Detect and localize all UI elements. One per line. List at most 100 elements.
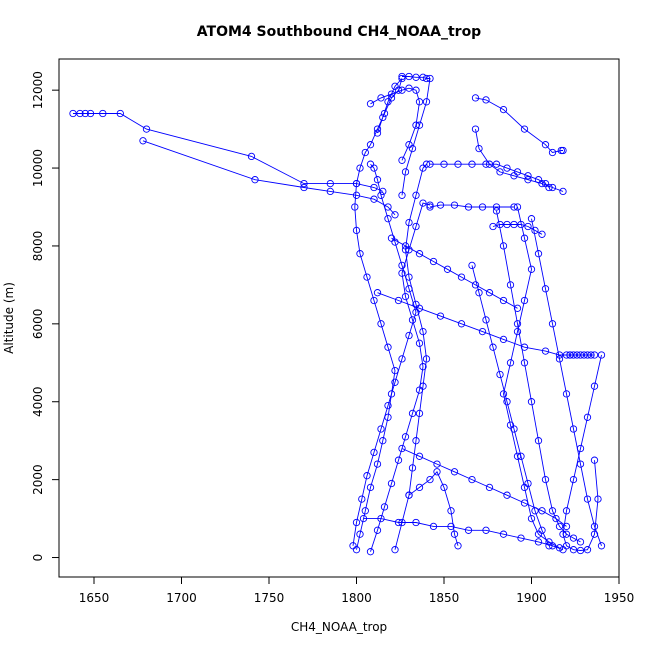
data-point xyxy=(503,220,511,229)
series-layer xyxy=(69,72,606,556)
data-point xyxy=(496,168,504,176)
data-point xyxy=(566,351,574,359)
data-point xyxy=(370,195,378,203)
profile-series-11 xyxy=(426,160,553,192)
profile-series-7 xyxy=(366,84,424,164)
data-point xyxy=(454,542,462,550)
profile-series-20 xyxy=(373,289,574,359)
data-point xyxy=(76,109,84,118)
data-point xyxy=(513,304,522,312)
data-point xyxy=(541,285,550,293)
profile-line-15 xyxy=(531,218,602,546)
data-point xyxy=(499,335,508,344)
data-point xyxy=(436,312,445,320)
x-axis-label: CH4_NOAA_trop xyxy=(291,620,387,634)
data-point xyxy=(513,168,522,176)
data-point xyxy=(412,518,420,527)
data-point xyxy=(398,72,406,81)
y-tick-label-2: 4000 xyxy=(31,386,45,417)
data-point xyxy=(559,187,567,196)
data-point xyxy=(391,211,399,219)
data-point xyxy=(81,109,89,118)
data-point xyxy=(373,176,382,184)
data-point xyxy=(380,109,389,118)
data-point xyxy=(517,534,525,542)
profile-series-0 xyxy=(69,109,387,196)
data-point xyxy=(594,495,602,503)
data-point xyxy=(398,261,406,270)
data-point xyxy=(377,94,385,102)
data-point xyxy=(562,390,571,398)
data-point xyxy=(506,359,515,367)
data-point xyxy=(422,160,431,168)
data-point xyxy=(538,507,546,515)
data-point xyxy=(384,98,392,106)
profile-series-15 xyxy=(527,215,606,550)
data-point xyxy=(373,460,382,468)
data-point xyxy=(485,483,494,492)
data-point xyxy=(496,370,504,379)
data-point xyxy=(527,514,536,523)
data-point xyxy=(426,475,434,484)
data-point xyxy=(398,355,406,363)
data-point xyxy=(398,86,406,94)
data-point xyxy=(464,526,473,534)
data-point xyxy=(583,495,592,503)
data-point xyxy=(398,444,406,453)
profile-series-23 xyxy=(426,201,518,211)
data-point xyxy=(366,100,375,108)
data-point xyxy=(401,246,410,254)
data-point xyxy=(361,507,369,515)
data-point xyxy=(426,201,434,209)
data-point xyxy=(590,351,599,359)
data-point xyxy=(366,160,375,168)
data-point xyxy=(548,320,557,328)
data-point xyxy=(576,351,585,359)
data-point xyxy=(478,203,487,211)
profile-line-9 xyxy=(475,97,563,153)
data-point xyxy=(569,425,578,433)
data-point xyxy=(391,546,399,554)
data-point xyxy=(352,518,361,527)
x-tick-label-6: 1950 xyxy=(604,591,635,605)
data-point xyxy=(412,191,420,199)
profile-line-18 xyxy=(408,470,459,546)
data-point xyxy=(419,199,427,207)
profile-line-16 xyxy=(471,265,550,546)
data-point xyxy=(559,546,567,554)
data-point xyxy=(377,320,385,328)
data-point xyxy=(349,542,357,550)
profile-series-18 xyxy=(405,468,462,550)
data-point xyxy=(482,526,490,534)
data-point xyxy=(482,160,490,168)
data-point xyxy=(351,203,359,211)
data-point xyxy=(300,183,308,192)
data-point xyxy=(520,483,529,492)
x-tick-label-1: 1700 xyxy=(166,591,197,605)
data-point xyxy=(391,82,399,90)
data-point xyxy=(569,475,578,484)
data-point xyxy=(569,534,578,542)
data-point xyxy=(562,507,571,515)
data-point xyxy=(450,530,459,538)
data-point xyxy=(366,141,375,149)
data-point xyxy=(478,327,487,336)
data-point xyxy=(387,234,396,242)
data-point xyxy=(457,320,466,328)
profile-line-4 xyxy=(370,202,431,552)
data-point xyxy=(538,230,546,238)
data-point xyxy=(429,257,438,266)
data-point xyxy=(513,452,522,460)
data-point xyxy=(583,351,592,359)
data-point xyxy=(326,179,334,188)
data-point xyxy=(464,203,473,211)
data-point xyxy=(387,390,396,398)
profile-series-16 xyxy=(468,261,553,550)
data-point xyxy=(440,160,448,168)
profile-line-19 xyxy=(391,237,518,309)
data-point xyxy=(419,382,427,390)
data-point xyxy=(569,351,578,359)
data-point xyxy=(590,522,599,531)
data-point xyxy=(426,160,434,168)
